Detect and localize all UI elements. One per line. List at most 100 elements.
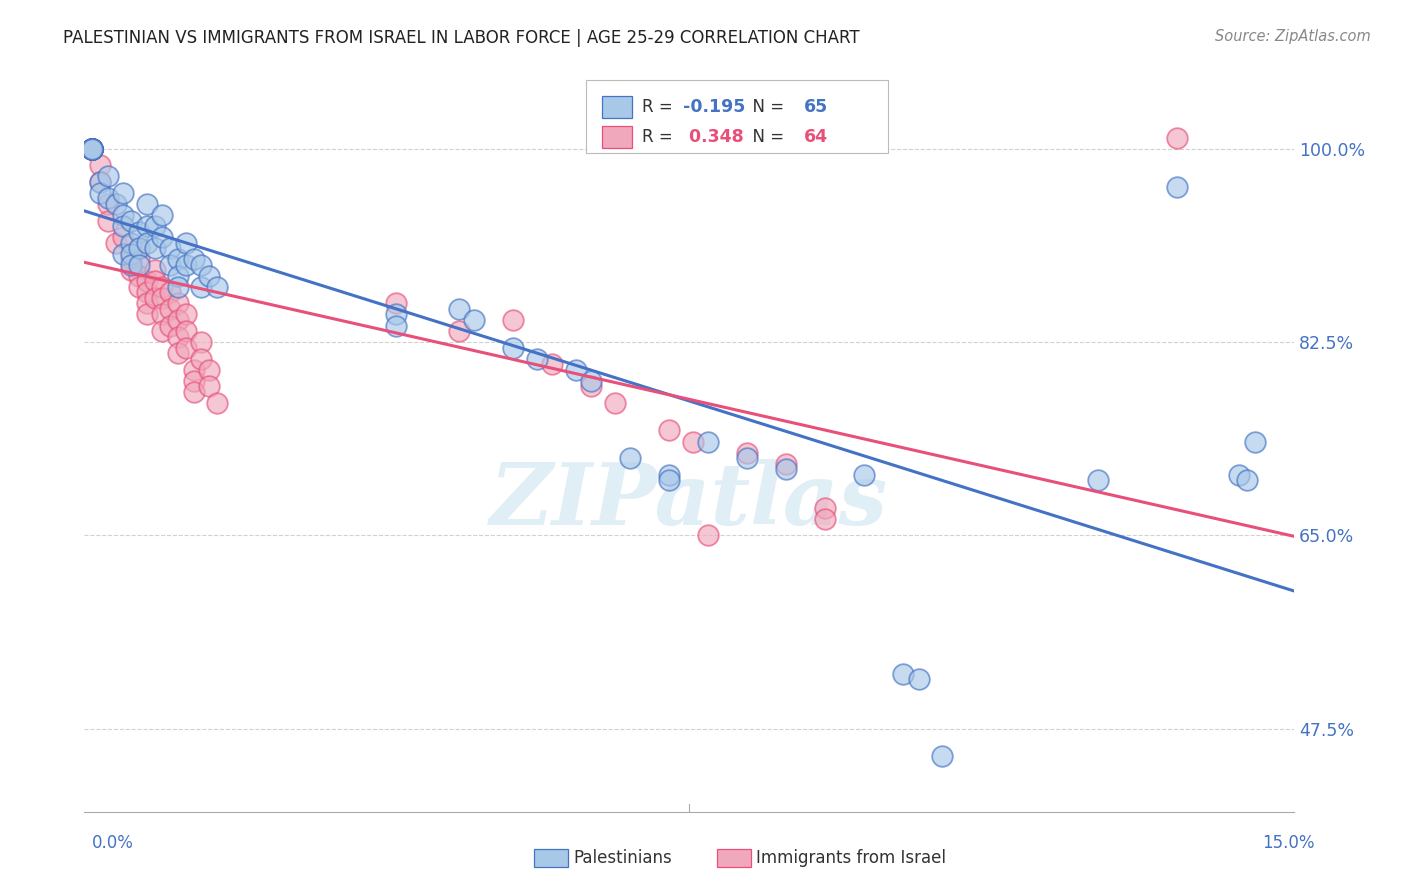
Point: [658, 467, 681, 482]
Point: [183, 374, 205, 388]
Point: [120, 213, 142, 227]
Point: [198, 362, 221, 376]
Text: 64: 64: [804, 128, 828, 146]
Point: [128, 241, 150, 255]
Point: [190, 351, 212, 366]
Point: [82, 142, 104, 156]
Point: [128, 252, 150, 267]
Point: [447, 324, 470, 338]
Point: [581, 374, 603, 388]
Point: [159, 258, 181, 272]
Point: [128, 258, 150, 272]
Point: [82, 142, 104, 156]
Point: [104, 197, 127, 211]
Point: [447, 301, 470, 316]
Point: [385, 308, 408, 322]
Point: [205, 396, 228, 410]
Point: [159, 241, 181, 255]
Point: [775, 457, 797, 471]
Point: [682, 434, 704, 449]
Point: [1227, 467, 1250, 482]
Point: [1087, 473, 1109, 487]
Point: [174, 258, 197, 272]
Point: [658, 473, 681, 487]
Point: [150, 230, 173, 244]
Point: [82, 142, 104, 156]
Text: 65: 65: [804, 98, 828, 116]
FancyBboxPatch shape: [586, 80, 889, 153]
Point: [697, 528, 720, 542]
Point: [82, 142, 104, 156]
Point: [167, 329, 190, 343]
Point: [526, 351, 548, 366]
Point: [541, 357, 564, 371]
Point: [167, 268, 190, 283]
Point: [82, 142, 104, 156]
Point: [167, 313, 190, 327]
Point: [167, 346, 190, 360]
Point: [135, 197, 157, 211]
Point: [737, 445, 759, 459]
Point: [205, 280, 228, 294]
Point: [198, 268, 221, 283]
Point: [908, 672, 931, 686]
Point: [198, 379, 221, 393]
Point: [112, 230, 135, 244]
Point: [1243, 434, 1265, 449]
Text: 0.348: 0.348: [683, 128, 744, 146]
Point: [150, 291, 173, 305]
Point: [814, 512, 837, 526]
Point: [82, 142, 104, 156]
Point: [135, 308, 157, 322]
Point: [128, 241, 150, 255]
Point: [174, 324, 197, 338]
Point: [82, 142, 104, 156]
Point: [97, 197, 120, 211]
Point: [82, 142, 104, 156]
Point: [658, 424, 681, 438]
Point: [1166, 130, 1188, 145]
Point: [565, 362, 588, 376]
Point: [120, 252, 142, 267]
Text: Immigrants from Israel: Immigrants from Israel: [756, 849, 946, 867]
Text: R =: R =: [641, 98, 678, 116]
Point: [814, 500, 837, 515]
Point: [143, 291, 166, 305]
Point: [112, 246, 135, 260]
Text: PALESTINIAN VS IMMIGRANTS FROM ISRAEL IN LABOR FORCE | AGE 25-29 CORRELATION CHA: PALESTINIAN VS IMMIGRANTS FROM ISRAEL IN…: [63, 29, 860, 46]
Point: [150, 324, 173, 338]
Point: [82, 142, 104, 156]
Text: 15.0%: 15.0%: [1263, 834, 1315, 852]
Point: [190, 280, 212, 294]
Point: [120, 258, 142, 272]
Point: [135, 219, 157, 233]
Point: [135, 235, 157, 250]
Point: [82, 142, 104, 156]
Point: [97, 191, 120, 205]
Point: [112, 186, 135, 200]
Point: [159, 301, 181, 316]
Text: -0.195: -0.195: [683, 98, 745, 116]
Point: [463, 313, 485, 327]
Point: [174, 308, 197, 322]
Bar: [602, 95, 633, 118]
Text: N =: N =: [742, 128, 790, 146]
Point: [120, 235, 142, 250]
Point: [619, 451, 641, 466]
Point: [82, 142, 104, 156]
Point: [97, 169, 120, 184]
Point: [112, 208, 135, 222]
Point: [385, 318, 408, 333]
Point: [502, 341, 524, 355]
Point: [1166, 180, 1188, 194]
Point: [190, 335, 212, 350]
Point: [159, 285, 181, 300]
Point: [502, 313, 524, 327]
Point: [183, 384, 205, 399]
Point: [89, 175, 111, 189]
Point: [1236, 473, 1258, 487]
Point: [697, 434, 720, 449]
Point: [104, 235, 127, 250]
Point: [135, 285, 157, 300]
Point: [931, 749, 953, 764]
